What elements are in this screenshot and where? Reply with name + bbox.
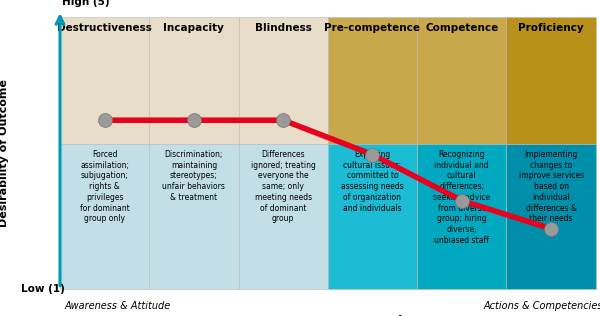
Text: Low (1): Low (1)	[22, 283, 65, 294]
Text: Implementing
changes to
improve services
based on
individual
differences &
their: Implementing changes to improve services…	[518, 150, 584, 223]
Text: Differences
ignored; treating
everyone the
same; only
meeting needs
of dominant
: Differences ignored; treating everyone t…	[251, 150, 316, 223]
Bar	[417, 17, 506, 144]
Bar	[506, 144, 596, 289]
Text: Pre-competence: Pre-competence	[325, 23, 421, 33]
Text: Desirability of Outcome: Desirability of Outcome	[0, 79, 9, 227]
Text: Discrimination;
maintaining
stereotypes;
unfair behaviors
& treatment: Discrimination; maintaining stereotypes;…	[163, 150, 226, 202]
Text: Incapacity: Incapacity	[163, 23, 224, 33]
Text: Blindness: Blindness	[255, 23, 311, 33]
Text: Exploring
cultural issues;
committed to
assessing needs
of organization
and indi: Exploring cultural issues; committed to …	[341, 150, 404, 212]
Bar	[149, 144, 239, 289]
Text: Competence: Competence	[425, 23, 499, 33]
Bar	[149, 17, 239, 144]
Text: From Awareness to Action: From Awareness to Action	[236, 315, 419, 316]
Text: Destructiveness: Destructiveness	[57, 23, 152, 33]
Bar	[417, 144, 506, 289]
Text: Actions & Competencies: Actions & Competencies	[483, 301, 600, 311]
Bar	[328, 144, 417, 289]
Bar	[60, 144, 149, 289]
Text: Awareness & Attitude: Awareness & Attitude	[64, 301, 170, 311]
Text: High (5): High (5)	[62, 0, 109, 7]
Bar	[328, 17, 417, 144]
Bar	[239, 17, 328, 144]
Bar	[506, 17, 596, 144]
Text: Recognizing
individual and
cultural
differences;
seeking advice
from diverse
gro: Recognizing individual and cultural diff…	[433, 150, 490, 245]
Text: Proficiency: Proficiency	[518, 23, 584, 33]
Bar	[239, 144, 328, 289]
Text: Forced
assimilation;
subjugation;
rights &
privileges
for dominant
group only: Forced assimilation; subjugation; rights…	[80, 150, 130, 223]
Bar	[60, 17, 149, 144]
